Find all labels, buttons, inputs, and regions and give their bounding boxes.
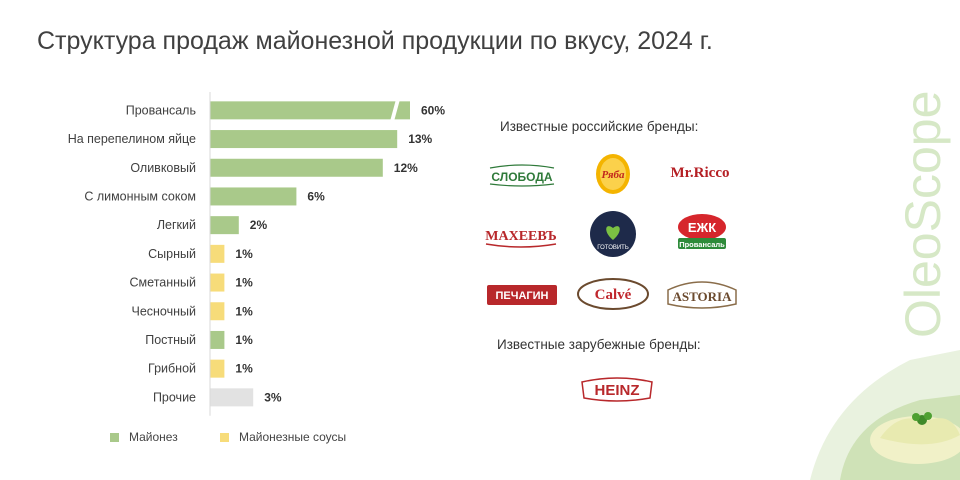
bar: [210, 388, 254, 407]
oleoscope-watermark: OleoScope: [895, 91, 951, 338]
bar: [210, 359, 225, 378]
maheev-logo: МАХЕЕВЪ: [482, 222, 560, 250]
legend-swatch-sauces: [220, 432, 229, 442]
ryaba-logo-text: Ряба: [601, 169, 625, 181]
heinz-logo-text: HEINZ: [595, 382, 640, 399]
value-label: 1%: [235, 276, 253, 290]
maheev-logo-text: МАХЕЕВЪ: [485, 229, 557, 244]
pechagin-logo-text: ПЕЧАГИН: [495, 290, 548, 302]
bar: [210, 130, 398, 149]
category-label: Провансаль: [126, 103, 196, 117]
sloboda-logo: СЛОБОДА: [488, 162, 556, 188]
category-label: Легкий: [157, 218, 196, 232]
watermark-text: OleoScope: [895, 91, 951, 338]
value-label: 1%: [235, 247, 253, 261]
legend-item-mayonnaise: Майонез: [110, 430, 178, 444]
bar: [210, 158, 383, 177]
ezhk-logo-subtext: Провансаль: [679, 240, 725, 249]
axis-break-mark: [390, 99, 400, 122]
calve-logo-text: Calvé: [595, 287, 632, 303]
bar: [210, 216, 239, 235]
bar: [210, 330, 225, 349]
heinz-logo: HEINZ: [578, 372, 656, 406]
sloboda-logo-text: СЛОБОДА: [491, 170, 552, 184]
bar: [210, 302, 225, 321]
mr-ricco-logo-text: Mr.Ricco: [670, 165, 729, 181]
value-label: 2%: [250, 218, 268, 232]
ya-gotovit-logo-text: ГОТОВИТЬ: [597, 245, 629, 251]
value-label: 1%: [235, 304, 253, 318]
bar: [210, 244, 225, 263]
category-label: На перепелином яйце: [68, 132, 196, 146]
foreign-brands-heading: Известные зарубежные бренды:: [497, 337, 701, 352]
page-title: Структура продаж майонезной продукции по…: [37, 27, 713, 55]
mr-ricco-logo: Mr.Ricco: [664, 158, 736, 186]
ezhk-logo-text: ЕЖК: [688, 220, 716, 235]
value-label: 13%: [408, 132, 432, 146]
calve-logo: Calvé: [576, 277, 650, 311]
bar: [210, 273, 225, 292]
value-label: 12%: [394, 161, 418, 175]
bar-chart: Провансаль 60% На перепелином яйце 13% Оливк…: [68, 92, 445, 416]
legend-item-sauces: Майонезные соусы: [220, 430, 346, 444]
category-label: Сметанный: [130, 276, 196, 290]
bar: [210, 101, 410, 120]
value-label: 1%: [235, 362, 253, 376]
bar: [210, 187, 297, 206]
value-label: 60%: [421, 103, 445, 117]
ya-gotovit-logo: ГОТОВИТЬ: [589, 210, 637, 258]
legend-swatch-mayonnaise: [110, 432, 119, 442]
category-label: Сырный: [148, 247, 196, 261]
astoria-logo: ASTORIA: [664, 274, 740, 312]
legend-label-mayonnaise: Майонез: [129, 430, 178, 444]
astoria-logo-text: ASTORIA: [672, 289, 732, 304]
pechagin-logo: ПЕЧАГИН: [486, 283, 558, 307]
legend-label-sauces: Майонезные соусы: [239, 430, 347, 444]
category-label: Чесночный: [132, 304, 197, 318]
category-label: Грибной: [148, 362, 196, 376]
category-label: С лимонным соком: [84, 189, 196, 203]
value-label: 1%: [235, 333, 253, 347]
category-label: Постный: [145, 333, 196, 347]
value-label: 6%: [307, 189, 325, 203]
mayonnaise-bowl-image: [810, 350, 960, 480]
ryaba-logo: Ряба: [592, 152, 634, 196]
ezhk-logo: ЕЖК Провансаль: [672, 212, 732, 252]
value-label: 3%: [264, 390, 282, 404]
category-label: Прочие: [153, 390, 196, 404]
russian-brands-heading: Известные российские бренды:: [500, 119, 699, 134]
category-label: Оливковый: [130, 161, 196, 175]
